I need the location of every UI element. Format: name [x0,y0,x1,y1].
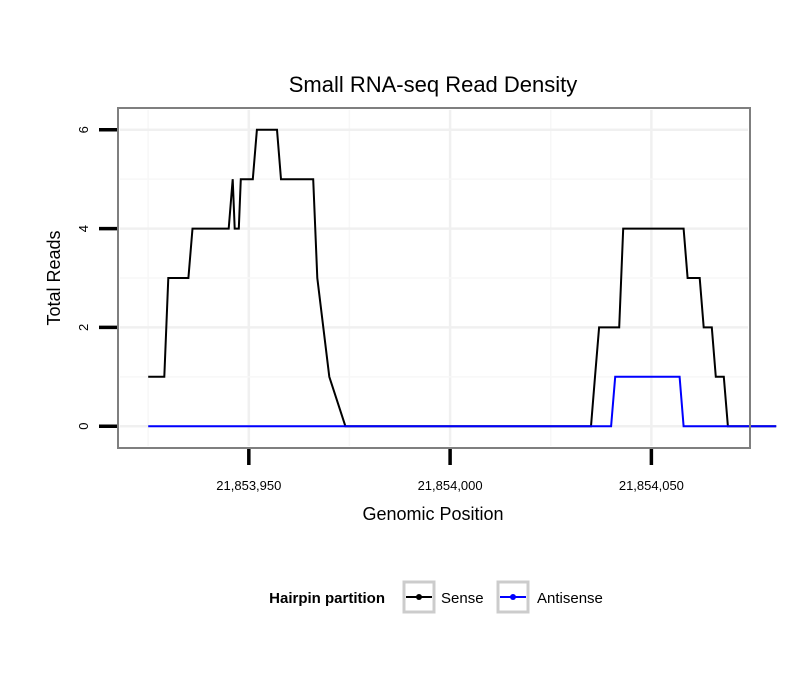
x-tick-label: 21,853,950 [216,478,281,493]
series-layer [148,128,777,428]
x-tick-label: 21,854,050 [619,478,684,493]
y-tick-label: 6 [76,126,91,133]
y-axis-label: Total Reads [44,230,64,325]
legend-item-sense: Sense [402,580,484,614]
x-tick-label: 21,854,000 [418,478,483,493]
grid-lines [120,110,748,446]
legend-label-sense: Sense [441,590,484,607]
x-axis-label: Genomic Position [362,504,503,524]
legend: Hairpin partition Sense Antisense [269,580,603,614]
series-line-antisense [148,375,777,428]
x-axis: 21,853,950 21,854,000 21,854,050 [216,449,684,493]
y-tick-label: 4 [76,225,91,232]
plot-border [117,107,751,449]
chart-title: Small RNA-seq Read Density [289,72,578,97]
y-tick-label: 0 [76,423,91,430]
legend-item-antisense: Antisense [496,580,603,614]
y-axis: 0 2 4 6 [76,126,117,430]
legend-dot-sense [416,594,422,600]
series-line-sense [148,128,777,428]
legend-label-antisense: Antisense [537,590,603,607]
legend-dot-antisense [510,594,516,600]
legend-title: Hairpin partition [269,590,385,607]
y-tick-label: 2 [76,324,91,331]
